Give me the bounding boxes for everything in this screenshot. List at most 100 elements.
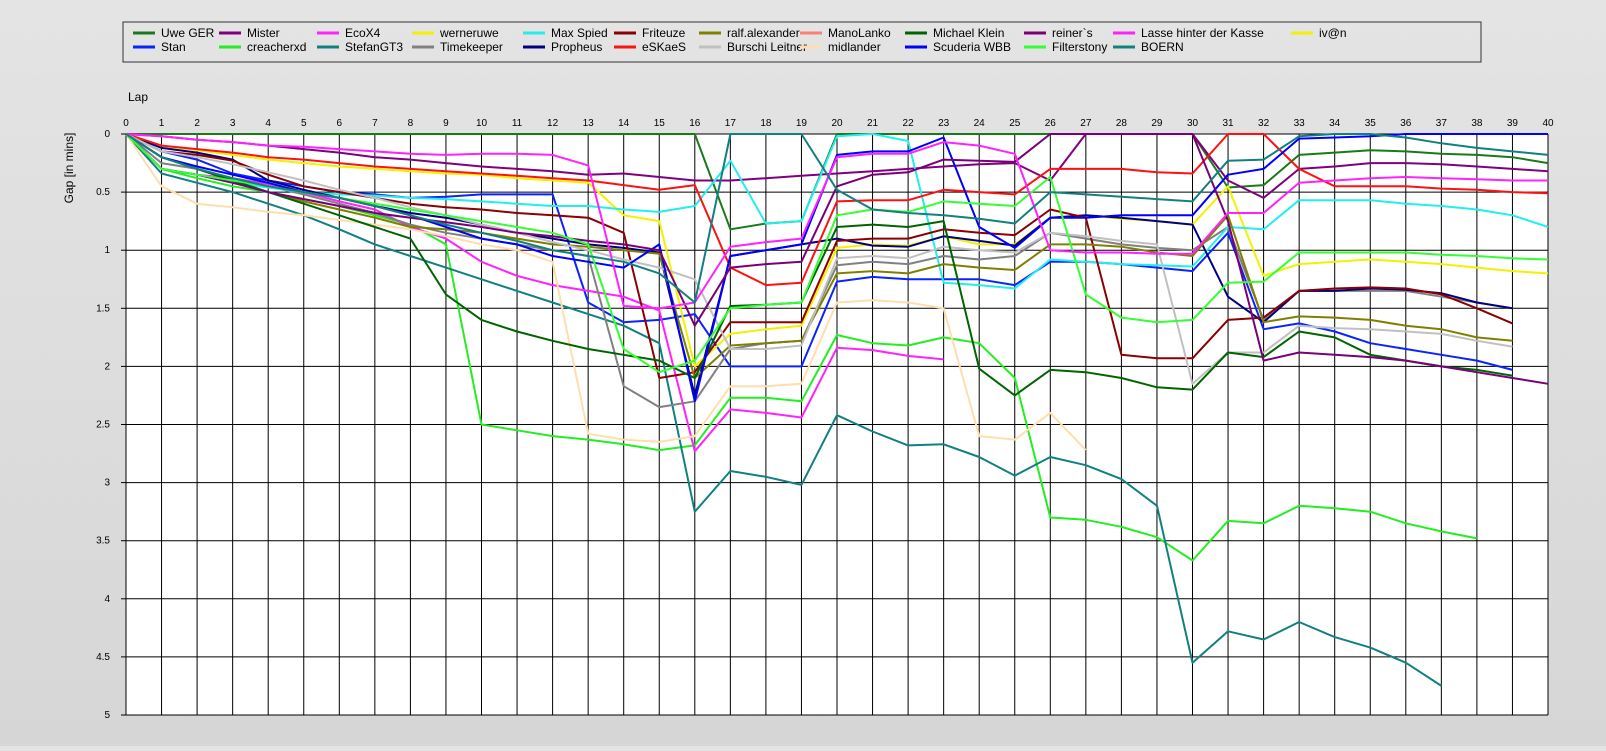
legend-label: ralf.alexander [727, 26, 800, 40]
y-tick-label: 3.5 [96, 536, 110, 547]
x-tick-label: 32 [1258, 118, 1270, 129]
y-tick-label: 3 [104, 478, 110, 489]
x-tick-label: 13 [583, 118, 595, 129]
x-tick-label: 25 [1009, 118, 1021, 129]
series-line-2 [125, 133, 1549, 199]
axes: 0 1 2 3 4 5 6 7 8 9 10 11 12 13 14 15 16 17 18 19 20 21 22 23 24… [96, 118, 1554, 721]
legend-label: Filterstony [1052, 40, 1107, 54]
x-tick-label: 40 [1542, 118, 1554, 129]
legend-item: BOERN [1113, 40, 1184, 54]
legend-item: Propheus [523, 40, 602, 54]
legend-item: Uwe GER [133, 26, 215, 40]
legend-label: EcoX4 [345, 26, 381, 40]
x-tick-label: 9 [443, 118, 449, 129]
legend-item: Burschi Leitner [699, 40, 807, 54]
x-tick-label: 36 [1400, 118, 1412, 129]
x-tick-label: 21 [867, 118, 879, 129]
legend-label: ManoLanko [828, 26, 891, 40]
y-tick-label: 4 [104, 594, 110, 605]
legend-item: Michael Klein [905, 26, 1004, 40]
series-line-12 [125, 133, 1513, 379]
x-tick-label: 7 [372, 118, 378, 129]
x-tick-label: 20 [831, 118, 843, 129]
legend-label: werneruwe [439, 26, 499, 40]
x-tick-label: 30 [1187, 118, 1199, 129]
series-line-13 [125, 133, 1513, 385]
y-tick-label: 1.5 [96, 303, 110, 314]
series-lines [125, 133, 1549, 687]
series-line-16 [125, 133, 1513, 397]
x-tick-label: 16 [689, 118, 701, 129]
x-tick-label: 19 [796, 118, 808, 129]
legend-label: midlander [828, 40, 881, 54]
legend-item: StefanGT3 [317, 40, 403, 54]
series-line-6 [125, 133, 1549, 368]
x-tick-label: 38 [1471, 118, 1483, 129]
y-tick-label: 2 [104, 361, 110, 372]
legend-item: creacherxd [219, 40, 306, 54]
x-tick-label: 37 [1436, 118, 1448, 129]
x-tick-label: 18 [760, 118, 772, 129]
legend-label: reiner`s [1052, 26, 1093, 40]
legend-item: Timekeeper [412, 40, 503, 54]
series-line-21 [125, 133, 1549, 304]
legend-label: Michael Klein [933, 26, 1004, 40]
x-tick-label: 12 [547, 118, 559, 129]
series-line-0 [126, 133, 1549, 231]
x-tick-label: 22 [903, 118, 915, 129]
x-tick-label: 15 [654, 118, 666, 129]
legend-item: ManoLanko [800, 26, 891, 40]
legend-label: iv@n [1319, 26, 1347, 40]
x-tick-label: 5 [301, 118, 307, 129]
legend-label: Timekeeper [440, 40, 503, 54]
legend-item: EcoX4 [317, 26, 381, 40]
x-tick-label: 27 [1080, 118, 1092, 129]
series-line-18 [125, 133, 1549, 385]
legend-label: Friteuze [642, 26, 686, 40]
x-tick-label: 2 [194, 118, 200, 129]
x-tick-label: 6 [337, 118, 343, 129]
x-tick-label: 23 [938, 118, 950, 129]
legend-label: Mister [247, 26, 280, 40]
legend-label: Uwe GER [161, 26, 215, 40]
x-tick-label: 34 [1329, 118, 1341, 129]
y-tick-label: 2.5 [96, 420, 110, 431]
legend-label: BOERN [1141, 40, 1184, 54]
x-tick-label: 33 [1294, 118, 1306, 129]
y-tick-label: 4.5 [96, 652, 110, 663]
series-line-15 [125, 133, 1087, 451]
legend-label: eSKaeS [642, 40, 686, 54]
legend-label: Lasse hinter der Kasse [1141, 26, 1264, 40]
legend-item: Mister [219, 26, 280, 40]
x-tick-label: 4 [265, 118, 271, 129]
y-tick-label: 0 [104, 129, 110, 140]
x-tick-label: 8 [408, 118, 414, 129]
legend-label: Propheus [551, 40, 602, 54]
legend-label: Scuderia WBB [933, 40, 1011, 54]
legend-item: Max Spied [523, 26, 608, 40]
x-tick-label: 11 [512, 118, 523, 129]
x-tick-label: 39 [1507, 118, 1519, 129]
x-tick-label: 3 [230, 118, 236, 129]
series-line-5 [125, 133, 1442, 687]
y-tick-label: 0.5 [96, 187, 110, 198]
legend-label: Max Spied [551, 26, 608, 40]
legend-item: Lasse hinter der Kasse [1113, 26, 1264, 40]
x-tick-label: 17 [725, 118, 737, 129]
legend-item: reiner`s [1024, 26, 1093, 40]
legend-label: Burschi Leitner [727, 40, 807, 54]
x-tick-label: 29 [1151, 118, 1163, 129]
legend-item: eSKaeS [614, 40, 686, 54]
x-tick-label: 28 [1116, 118, 1128, 129]
legend-item: midlander [800, 40, 881, 54]
legend-label: StefanGT3 [345, 40, 403, 54]
x-tick-label: 10 [476, 118, 488, 129]
y-axis-title: Gap [in mins] [62, 133, 76, 204]
grid [125, 133, 1549, 716]
series-line-19 [125, 133, 1549, 374]
series-line-4 [125, 133, 944, 453]
legend-label: Stan [161, 40, 186, 54]
